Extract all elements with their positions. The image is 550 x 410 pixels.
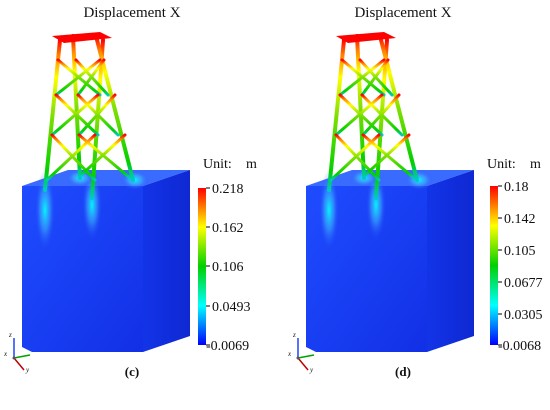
block-side-face [427,170,474,352]
axis-label: z [292,331,296,339]
scale-tick-label: 0.0493 [212,300,251,315]
axis-label: x [287,350,292,358]
panel-caption: (c) [125,364,139,379]
stress-glow [319,170,339,250]
scale-tick-label: -0.0069 [206,339,249,354]
color-bar [490,186,498,345]
scale-tick-label: 0.18 [504,180,529,195]
soil-block [22,169,190,352]
scale-tick-label: 0.105 [504,244,536,259]
unit-label: Unit: [203,157,232,172]
panel-d: Displacement X [287,5,543,379]
axis-triad-icon: z x y [287,331,315,374]
axis-label: x [3,350,8,358]
unit-value: m [246,157,257,172]
scale-tick-label: 0.0305 [504,308,543,323]
panel-c: Displacement X [3,5,257,379]
axis-label: y [309,366,314,374]
tower-top-deck [336,32,396,43]
stress-glow [366,170,386,240]
color-bar [198,188,206,345]
axis-label: y [25,366,30,374]
panel-title: Displacement X [83,5,180,21]
stress-glow [35,170,55,250]
scale-tick-label: 0.142 [504,212,536,227]
stress-glow [82,170,102,240]
panel-caption: (d) [395,364,411,379]
color-scale: Unit: m 0.18 0.142 0.105 0.0677 0.0305 -… [487,157,543,354]
block-side-face [143,170,190,352]
unit-label: Unit: [487,157,516,172]
scale-tick-label: 0.0677 [504,276,543,291]
panel-title: Displacement X [354,5,451,21]
tower-top-deck [52,32,112,43]
color-scale: Unit: m 0.218 0.162 0.106 0.0493 -0.0069 [198,157,257,354]
jacket-tower [43,34,135,200]
scale-tick-label: 0.162 [212,221,244,236]
unit-value: m [530,157,541,172]
axis-triad-icon: z x y [3,331,31,374]
axis-label: z [8,331,12,339]
jacket-tower [327,34,419,200]
scale-tick-label: 0.218 [212,182,244,197]
scale-tick-label: -0.0068 [498,339,541,354]
scale-tick-label: 0.106 [212,260,244,275]
soil-block [306,169,474,352]
